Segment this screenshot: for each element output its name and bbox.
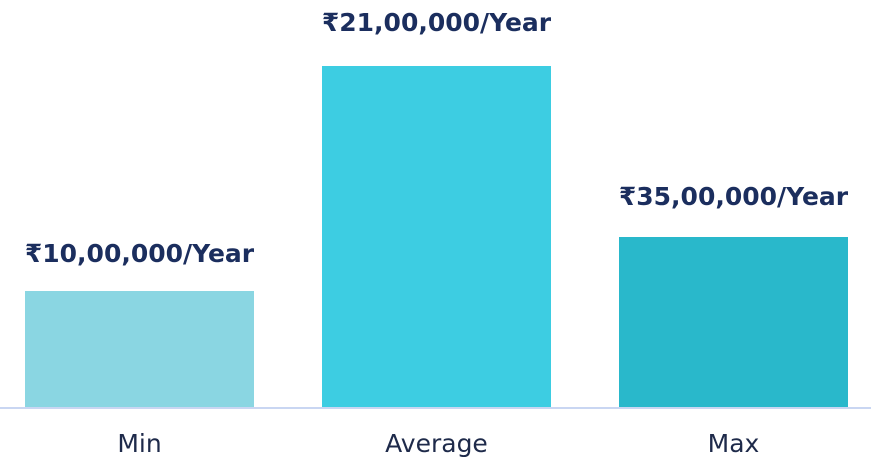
category-label-min: Min bbox=[117, 429, 161, 458]
labels-layer: ₹10,00,000/Year Min ₹21,00,000/Year Average… bbox=[25, 8, 849, 458]
value-label-max: ₹35,00,000/Year bbox=[619, 182, 849, 211]
bar-min bbox=[25, 291, 254, 407]
bar-max bbox=[619, 237, 848, 407]
value-label-average: ₹21,00,000/Year bbox=[322, 8, 552, 37]
category-label-average: Average bbox=[385, 429, 488, 458]
category-label-max: Max bbox=[708, 429, 760, 458]
bars-layer bbox=[25, 66, 848, 407]
bar-average bbox=[322, 66, 551, 407]
value-label-min: ₹10,00,000/Year bbox=[25, 239, 255, 268]
